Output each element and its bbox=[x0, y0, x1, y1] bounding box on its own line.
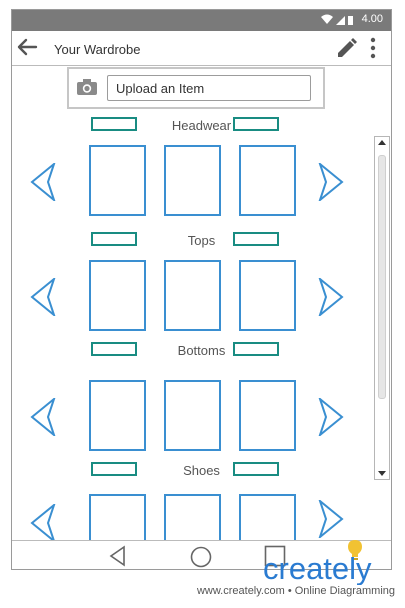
section-bar-left bbox=[91, 462, 137, 476]
item-tile[interactable] bbox=[239, 145, 296, 216]
scrollbar-thumb[interactable] bbox=[378, 155, 386, 399]
item-tile[interactable] bbox=[164, 380, 221, 451]
back-arrow-icon[interactable] bbox=[14, 34, 40, 60]
section-title: Headwear bbox=[171, 118, 232, 133]
upload-panel: Upload an Item bbox=[67, 67, 325, 109]
logo-text: creately bbox=[263, 551, 372, 585]
upload-item-button[interactable]: Upload an Item bbox=[107, 75, 311, 101]
section-bar-right bbox=[233, 117, 279, 131]
nav-bar bbox=[12, 540, 391, 569]
page-title: Your Wardrobe bbox=[54, 42, 141, 57]
section-bar-left bbox=[91, 232, 137, 246]
section-bar-right bbox=[233, 462, 279, 476]
section-bar-left bbox=[91, 342, 137, 356]
nav-home-icon[interactable] bbox=[189, 545, 213, 569]
chevron-right-icon[interactable] bbox=[318, 500, 346, 538]
edit-pencil-icon[interactable] bbox=[335, 36, 359, 60]
item-tile[interactable] bbox=[239, 260, 296, 331]
section-title: Shoes bbox=[183, 463, 220, 478]
chevron-left-icon[interactable] bbox=[28, 504, 56, 542]
section-bar-right bbox=[233, 232, 279, 246]
lightbulb-icon bbox=[348, 540, 362, 560]
item-tile[interactable] bbox=[89, 380, 146, 451]
scroll-down-arrow-icon[interactable] bbox=[378, 469, 386, 477]
camera-icon[interactable] bbox=[77, 79, 97, 95]
status-bar: 4.00 bbox=[12, 10, 391, 31]
chevron-right-icon[interactable] bbox=[318, 163, 346, 201]
chevron-left-icon[interactable] bbox=[28, 278, 56, 316]
battery-icon bbox=[348, 16, 353, 25]
item-tile[interactable] bbox=[239, 380, 296, 451]
chevron-right-icon[interactable] bbox=[318, 398, 346, 436]
chevron-left-icon[interactable] bbox=[28, 398, 56, 436]
nav-recents-icon[interactable] bbox=[264, 545, 286, 567]
app-bar: Your Wardrobe bbox=[12, 31, 391, 66]
item-tile[interactable] bbox=[164, 145, 221, 216]
chevron-right-icon[interactable] bbox=[318, 278, 346, 316]
section-bar-right bbox=[233, 342, 279, 356]
phone-frame: 4.00 Your Wardrobe Upload an Item Headwe… bbox=[11, 9, 392, 570]
logo-graphic: creately bbox=[263, 540, 372, 586]
signal-icon bbox=[336, 16, 345, 25]
item-tile[interactable] bbox=[89, 260, 146, 331]
scrollbar[interactable] bbox=[374, 136, 390, 480]
item-tile[interactable] bbox=[89, 145, 146, 216]
creately-logo: creately bbox=[263, 537, 393, 590]
scroll-up-arrow-icon[interactable] bbox=[378, 139, 386, 147]
footer-credit: www.creately.com • Online Diagramming bbox=[196, 585, 395, 597]
item-tile[interactable] bbox=[164, 260, 221, 331]
section-title: Bottoms bbox=[177, 343, 226, 358]
status-time: 4.00 bbox=[361, 13, 383, 25]
chevron-left-icon[interactable] bbox=[28, 163, 56, 201]
wifi-icon bbox=[321, 14, 333, 24]
section-bar-left bbox=[91, 117, 137, 131]
more-vert-icon[interactable] bbox=[369, 36, 377, 60]
status-icons bbox=[321, 14, 353, 25]
section-title: Tops bbox=[187, 233, 216, 248]
nav-back-icon[interactable] bbox=[108, 545, 128, 567]
